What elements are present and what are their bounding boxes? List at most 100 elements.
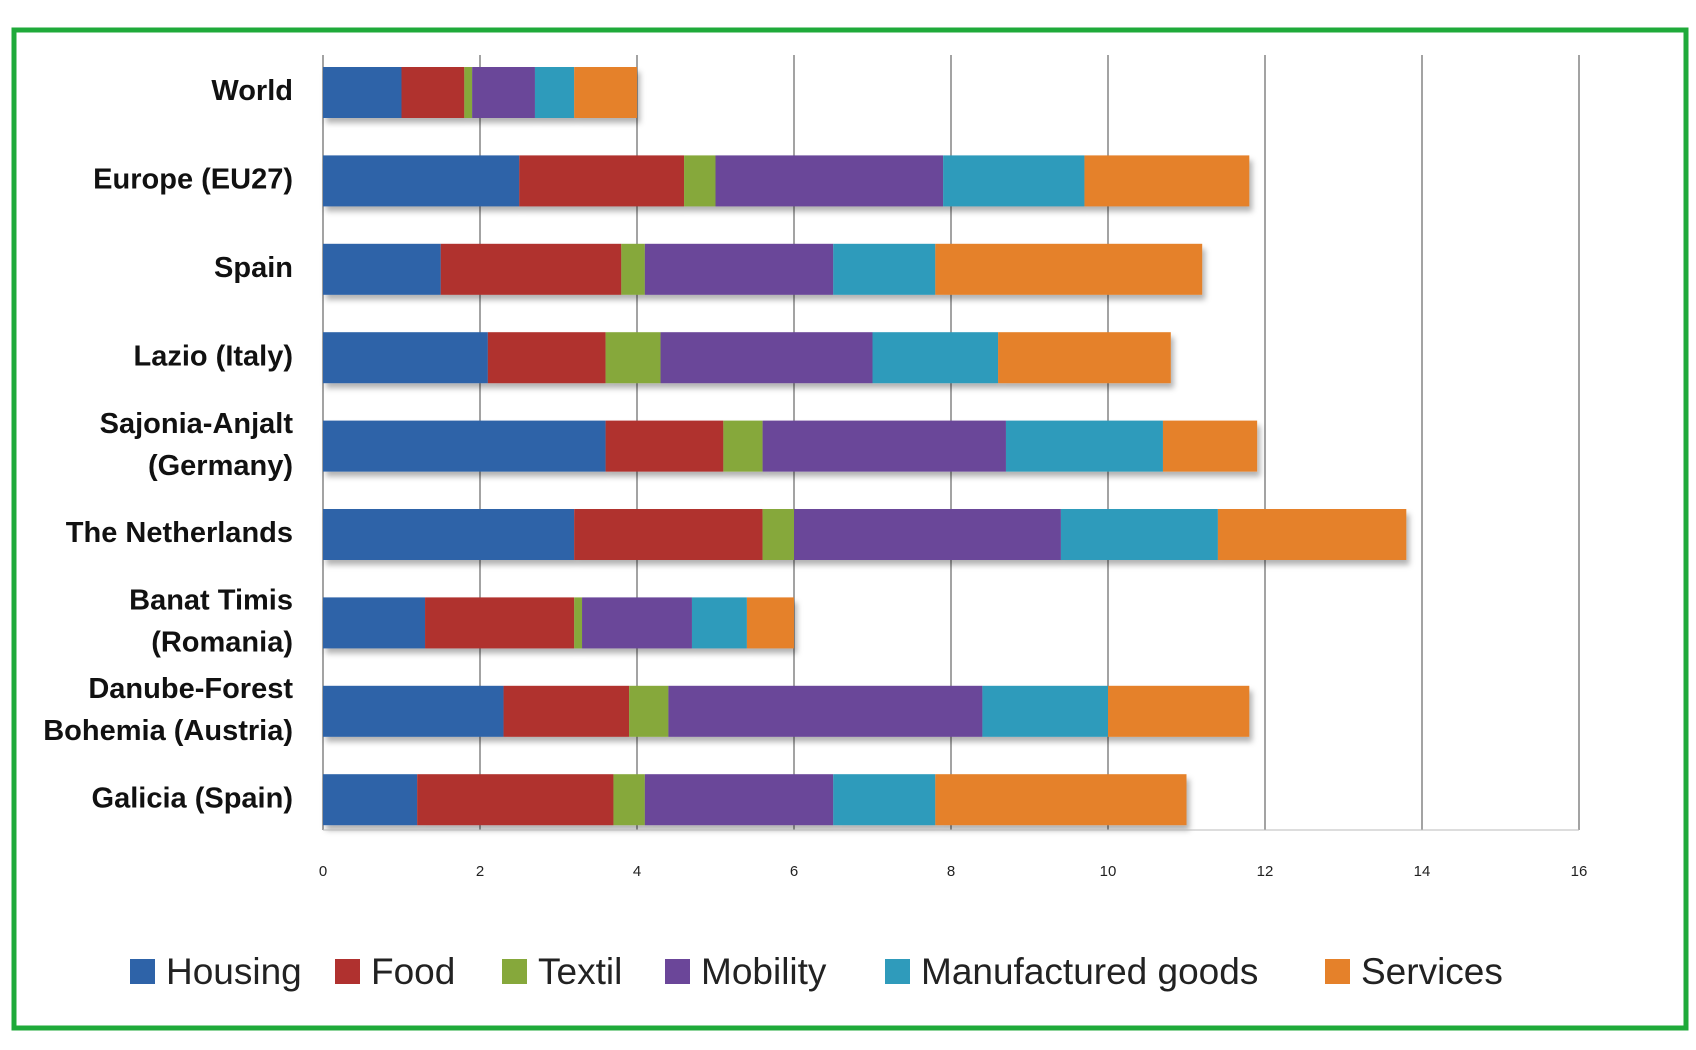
bar-segment — [574, 597, 583, 649]
bar-segment — [574, 67, 637, 118]
bar-segment — [464, 67, 473, 118]
bar-segment — [323, 597, 426, 649]
category-label: Europe (EU27) — [93, 164, 293, 196]
category-label: The Netherlands — [66, 517, 293, 549]
category-labels: World Europe (EU27) Spain Lazio (Italy) Sajo… — [43, 75, 293, 814]
bar-segment — [613, 774, 645, 826]
bars — [323, 67, 1407, 826]
bar-segment — [503, 685, 630, 737]
category-label: (Romania) — [151, 627, 293, 659]
bar-segment — [872, 332, 999, 384]
category-label: Spain — [214, 252, 293, 284]
bar-segment — [605, 420, 724, 472]
legend-label: Housing — [166, 951, 302, 992]
bar-segment — [487, 332, 606, 384]
x-tick-label: 8 — [947, 863, 955, 880]
bar-segment — [935, 774, 1187, 826]
x-tick-label: 6 — [790, 863, 798, 880]
bar-row — [323, 332, 1171, 384]
category-label: Bohemia (Austria) — [43, 715, 293, 747]
x-tick-label: 2 — [476, 863, 484, 880]
bar-row — [323, 243, 1203, 295]
legend-label: Textil — [538, 951, 622, 992]
legend-item: Manufactured goods — [885, 951, 1258, 992]
bar-segment — [998, 332, 1171, 384]
bar-segment — [715, 155, 944, 207]
bar-row — [323, 774, 1187, 826]
bar-segment — [644, 243, 834, 295]
x-tick-label: 16 — [1571, 863, 1588, 880]
legend-item: Textil — [502, 951, 622, 992]
bar-segment — [723, 420, 763, 472]
bar-segment — [684, 155, 716, 207]
legend-item: Housing — [130, 951, 302, 992]
bar-segment — [605, 332, 661, 384]
bar-segment — [519, 155, 685, 207]
x-tick-label: 12 — [1257, 863, 1274, 880]
legend-swatch — [665, 959, 690, 984]
bar-segment — [574, 509, 763, 560]
bar-segment — [401, 67, 465, 118]
bar-row — [323, 155, 1250, 207]
bar-segment — [323, 243, 441, 295]
category-label: (Germany) — [148, 450, 293, 482]
bar-segment — [691, 597, 747, 649]
category-label: Lazio (Italy) — [133, 340, 293, 372]
bar-row — [323, 509, 1407, 560]
bar-segment — [1217, 509, 1407, 560]
bar-segment — [833, 774, 936, 826]
bar-segment — [323, 420, 606, 472]
bar-segment — [762, 420, 1006, 472]
bar-segment — [323, 509, 575, 560]
bar-segment — [323, 155, 520, 207]
bar-segment — [762, 509, 794, 560]
bar-segment — [794, 509, 1061, 560]
legend: Housing Food Textil Mobility Manufactured go… — [130, 951, 1503, 992]
x-axis-ticks: 0 2 4 6 8 10 12 14 16 — [319, 829, 1588, 880]
bar-segment — [935, 243, 1203, 295]
bar-row — [323, 67, 637, 118]
x-tick-label: 4 — [633, 863, 641, 880]
bar-segment — [472, 67, 535, 118]
bar-row — [323, 420, 1258, 472]
bar-segment — [660, 332, 873, 384]
bar-segment — [746, 597, 794, 649]
x-tick-label: 0 — [319, 863, 327, 880]
legend-swatch — [502, 959, 527, 984]
legend-label: Services — [1361, 951, 1503, 992]
chart-frame — [11, 27, 1689, 1031]
category-label: Danube-Forest — [88, 673, 293, 705]
legend-label: Food — [371, 951, 455, 992]
bar-segment — [982, 685, 1108, 737]
bar-segment — [1108, 685, 1250, 737]
bar-segment — [1084, 155, 1250, 207]
x-tick-label: 14 — [1414, 863, 1431, 880]
legend-item: Food — [335, 951, 455, 992]
bar-segment — [629, 685, 669, 737]
legend-label: Mobility — [701, 951, 827, 992]
bar-segment — [668, 685, 983, 737]
bar-segment — [323, 685, 504, 737]
bar-segment — [1162, 420, 1258, 472]
legend-swatch — [1325, 959, 1350, 984]
legend-item: Mobility — [665, 951, 827, 992]
bar-segment — [644, 774, 834, 826]
bar-segment — [417, 774, 614, 826]
bar-segment — [440, 243, 622, 295]
bar-segment — [621, 243, 645, 295]
category-label: Sajonia-Anjalt — [100, 408, 294, 440]
bar-segment — [1060, 509, 1218, 560]
category-label: World — [211, 75, 293, 107]
legend-swatch — [885, 959, 910, 984]
bar-segment — [425, 597, 575, 649]
bar-segment — [323, 67, 402, 118]
x-tick-label: 10 — [1100, 863, 1117, 880]
category-label: Galicia (Spain) — [92, 782, 293, 814]
frame-border — [11, 27, 1689, 1031]
bar-segment — [534, 67, 575, 118]
bar-segment — [833, 243, 936, 295]
bar-segment — [943, 155, 1085, 207]
legend-label: Manufactured goods — [921, 951, 1258, 992]
bar-row — [323, 685, 1250, 737]
